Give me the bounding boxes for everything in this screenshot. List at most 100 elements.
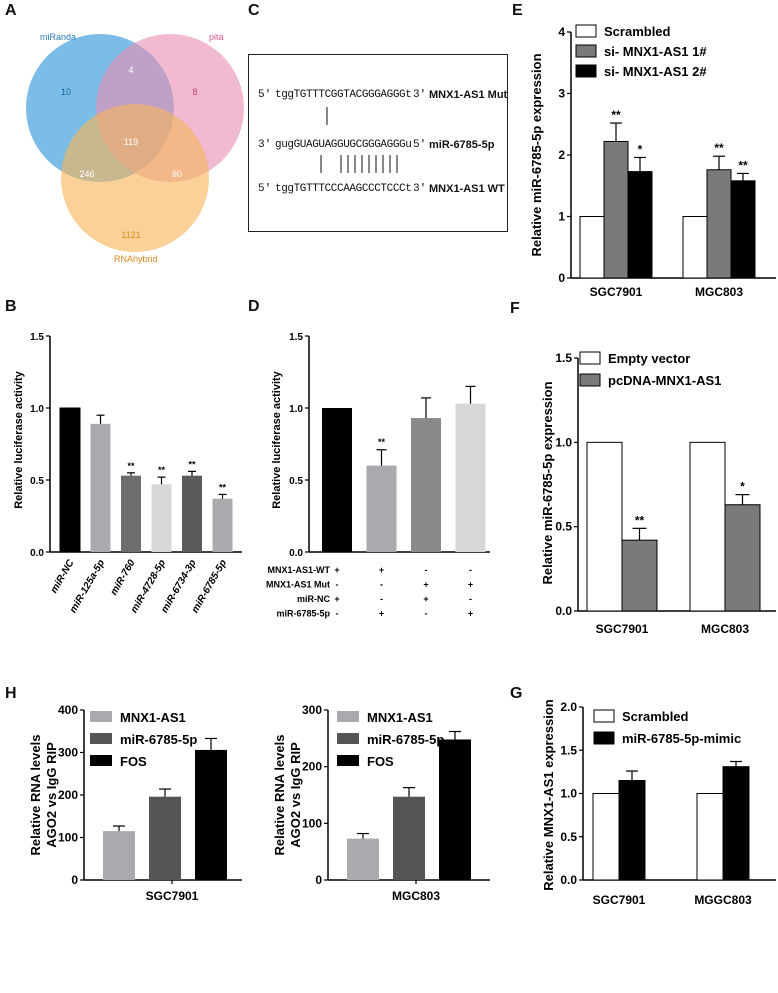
bar (103, 831, 135, 880)
x-tick-label: SGC7901 (593, 893, 646, 907)
y-tick-label: 0.5 (289, 476, 303, 487)
bar (618, 780, 646, 881)
y-axis-label: Relative luciferase activity (271, 370, 283, 508)
bar (592, 793, 620, 881)
y-axis-label: Relative RNA levels (272, 735, 287, 856)
y-tick-label: 300 (58, 746, 78, 760)
y-axis-label-secondary: AGO2 vs IgG RIP (44, 742, 59, 848)
bar (689, 441, 726, 612)
bar (182, 475, 202, 552)
y-tick-label: 0 (558, 271, 565, 285)
bar (724, 504, 761, 612)
y-axis-label-secondary: AGO2 vs IgG RIP (288, 742, 303, 848)
bar (151, 484, 172, 552)
y-tick-label: 1.0 (560, 787, 577, 801)
mut-3prime: 3' (413, 89, 427, 101)
y-tick-label: 2.0 (560, 700, 577, 714)
x-axis-label: SGC7901 (146, 889, 199, 903)
wt-name: MNX1-AS1 WT (429, 183, 505, 195)
bar (603, 140, 629, 279)
bar (696, 793, 724, 881)
wt-5prime: 5' (258, 183, 272, 195)
bar (121, 475, 141, 552)
x-tick-label: miR-760 (109, 558, 138, 598)
condition-label: miR-NC (297, 594, 330, 604)
bar (682, 216, 708, 279)
mut-name: MNX1-AS1 Mut (429, 89, 508, 101)
panel-label-h: H (5, 685, 17, 702)
condition-mark: - (380, 594, 383, 604)
bar (366, 465, 397, 552)
mir-5prime: 5' (413, 139, 427, 151)
legend-swatch (575, 64, 597, 78)
legend-swatch (579, 351, 601, 365)
bar (195, 749, 227, 880)
panel-label-f: F (510, 300, 520, 317)
y-tick-label: 400 (58, 703, 78, 717)
condition-label: miR-6785-5p (276, 609, 330, 619)
bar (149, 796, 181, 880)
significance-mark: ** (611, 108, 621, 122)
y-axis-label: Relative MNX1-AS1 expression (541, 699, 556, 891)
wt-pair-lines (320, 155, 398, 173)
y-tick-label: 200 (58, 788, 78, 802)
legend-label: FOS (120, 754, 147, 769)
condition-mark: + (468, 609, 473, 619)
mut-sequence: tggTGTTTCGGTACGGGAGGGt (275, 89, 412, 101)
condition-label: MNX1-AS1 Mut (266, 580, 330, 590)
legend-swatch (579, 373, 601, 387)
significance-mark: ** (378, 437, 386, 447)
x-tick-label: SGC7901 (596, 622, 649, 636)
legend-swatch (337, 711, 359, 722)
legend-label: Scrambled (604, 24, 671, 39)
significance-mark: ** (635, 513, 645, 527)
bar (730, 180, 756, 279)
y-tick-label: 1.5 (30, 332, 44, 343)
legend-swatch (90, 755, 112, 766)
bar (621, 539, 658, 612)
y-tick-label: 0 (315, 873, 322, 887)
legend-label: Scrambled (622, 709, 689, 724)
y-tick-label: 1.5 (289, 332, 303, 343)
x-tick-label: SGC7901 (590, 285, 643, 299)
significance-mark: * (638, 142, 643, 156)
panel-label-c: C (248, 2, 260, 19)
mir-3prime: 3' (258, 139, 272, 151)
x-tick-label: MGGC803 (694, 893, 752, 907)
y-tick-label: 0.5 (30, 476, 44, 487)
legend-swatch (575, 24, 597, 38)
bar (455, 403, 486, 552)
x-tick-label: MGC803 (695, 285, 743, 299)
legend-label: miR-6785-5p-mimic (622, 731, 741, 746)
condition-mark: - (336, 580, 339, 590)
panel-label-b: B (5, 298, 17, 315)
y-axis-label: Relative luciferase activity (13, 370, 25, 508)
significance-mark: ** (158, 465, 166, 475)
significance-mark: ** (127, 461, 135, 471)
bar (706, 169, 732, 279)
bar (212, 498, 233, 552)
y-tick-label: 1.5 (560, 743, 577, 757)
legend-label: si- MNX1-AS1 1# (604, 44, 707, 59)
significance-mark: ** (738, 158, 748, 172)
y-axis-label: Relative miR-6785-5p expression (540, 381, 555, 584)
condition-mark: + (379, 565, 384, 575)
legend-label: pcDNA-MNX1-AS1 (608, 373, 721, 388)
condition-mark: + (379, 609, 384, 619)
pairing-lines (320, 107, 398, 173)
condition-mark: + (423, 580, 428, 590)
condition-mark: + (334, 565, 339, 575)
y-tick-label: 0 (71, 873, 78, 887)
bar (586, 441, 623, 612)
y-tick-label: 3 (558, 87, 565, 101)
condition-mark: - (425, 565, 428, 575)
legend-label: miR-6785-5p (367, 732, 444, 747)
legend-label: MNX1-AS1 (120, 710, 186, 725)
legend-label: si- MNX1-AS1 2# (604, 64, 707, 79)
y-tick-label: 2 (558, 148, 565, 162)
bar (627, 171, 653, 279)
panel-label-a: A (5, 2, 17, 19)
bar (393, 796, 425, 880)
panel-label-e: E (512, 2, 523, 19)
condition-label: MNX1-AS1-WT (268, 565, 331, 575)
